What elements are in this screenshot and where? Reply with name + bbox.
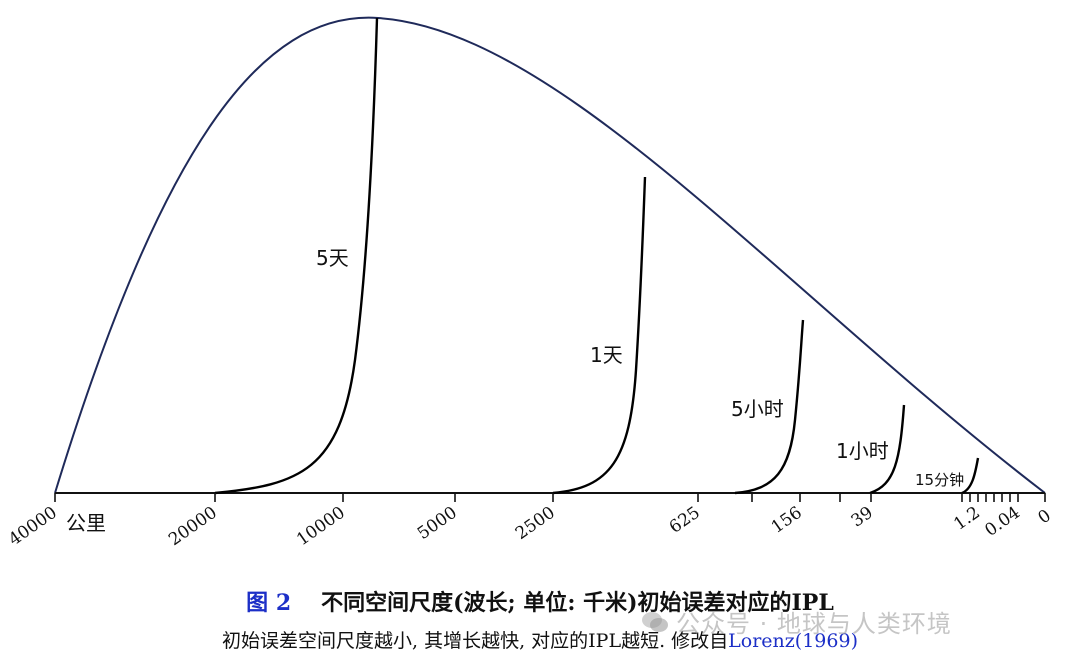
tick-label-20000: 20000 — [165, 503, 221, 550]
tick-label-5000: 5000 — [414, 503, 461, 544]
growth-curve-1-hour — [869, 404, 906, 495]
tick-label-2500: 2500 — [512, 503, 559, 544]
curve-label-15-min: 15分钟 — [915, 471, 964, 489]
x-axis-ticks — [54, 493, 1046, 502]
tick-label-156: 156 — [768, 503, 806, 538]
tick-label-40000: 40000 — [5, 503, 61, 550]
tick-label-1-2: 1.2 — [950, 503, 984, 535]
caption-reference-link[interactable]: Lorenz(1969) — [728, 630, 858, 652]
figure-caption-title: 图 2 不同空间尺度(波长; 单位: 千米)初始误差对应的IPL — [0, 585, 1080, 617]
figure-caption-subtitle: 初始误差空间尺度越小, 其增长越快, 对应的IPL越短. 修改自Lorenz(1… — [0, 626, 1080, 653]
wechat-icon — [642, 611, 668, 632]
curve-label-1-day: 1天 — [590, 343, 623, 367]
tick-label-10000: 10000 — [293, 503, 349, 550]
caption-subtitle-text: 初始误差空间尺度越小, 其增长越快, 对应的IPL越短. 修改自 — [222, 630, 729, 652]
tick-label-0: 0 — [1035, 506, 1055, 529]
figure-title: 不同空间尺度(波长; 单位: 千米)初始误差对应的IPL — [321, 590, 834, 616]
curve-label-1-hour: 1小时 — [836, 439, 889, 463]
watermark-text: 公众号 · 地球与人类环境 — [676, 610, 952, 638]
curve-label-5-days: 5天 — [316, 246, 349, 270]
tick-label-625: 625 — [666, 503, 704, 538]
error-envelope-curve — [54, 16, 1046, 494]
tick-label-39: 39 — [848, 503, 877, 532]
growth-curve-15-min — [961, 457, 980, 495]
curve-label-5-hours: 5小时 — [731, 397, 784, 421]
watermark: 公众号 · 地球与人类环境 — [640, 604, 952, 639]
x-axis-unit-label: 公里 — [66, 511, 106, 535]
growth-curve-5-hours — [734, 319, 805, 495]
tick-label-0-04: 0.04 — [981, 503, 1023, 541]
growth-curve-1-day — [552, 176, 647, 495]
ipl-figure: 40000 20000 10000 5000 2500 625 156 39 1… — [5, 16, 1055, 550]
growth-curve-5-days — [214, 17, 379, 495]
figure-number: 图 2 — [246, 590, 292, 616]
